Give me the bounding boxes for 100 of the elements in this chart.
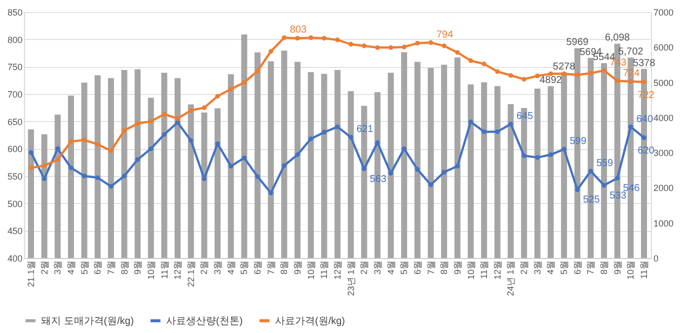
point — [455, 164, 460, 168]
point — [548, 71, 554, 76]
y2-tick-label: 0 — [654, 254, 659, 264]
point — [522, 153, 526, 158]
point — [268, 49, 274, 54]
x-tick-label: 12월 — [332, 260, 342, 280]
x-tick-label: 8월 — [599, 260, 610, 275]
point — [615, 176, 620, 181]
point — [308, 136, 314, 142]
data-label: 724 — [623, 68, 640, 79]
y-tick-label: 650 — [7, 116, 22, 127]
point — [122, 128, 127, 133]
point — [55, 157, 60, 162]
bar — [321, 74, 328, 258]
point — [402, 44, 406, 50]
point — [135, 121, 140, 126]
x-tick-label: 5월 — [79, 260, 90, 275]
bar — [134, 69, 141, 258]
point — [455, 50, 460, 55]
point — [242, 156, 247, 160]
x-tick-label: 2월 — [39, 260, 50, 275]
x-tick-label: 7월 — [106, 260, 116, 275]
legend-label: 사료생산량(천톤) — [166, 316, 243, 327]
x-tick-label: 22.1월 — [186, 260, 196, 288]
point — [188, 138, 194, 143]
point — [95, 175, 100, 180]
point — [508, 73, 514, 78]
legend-label: 사료가격(원/kg) — [275, 316, 345, 327]
x-tick-label: 5월 — [239, 260, 250, 275]
bar — [228, 74, 234, 258]
point — [468, 120, 474, 124]
point — [628, 124, 634, 130]
point — [562, 146, 566, 152]
point — [162, 112, 167, 117]
point — [228, 164, 234, 168]
point — [322, 36, 327, 41]
point — [295, 36, 300, 41]
x-tick-label: 12월 — [172, 260, 183, 280]
data-label: 5278 — [552, 62, 576, 73]
data-label: 559 — [596, 158, 614, 170]
x-tick-label: 4월 — [226, 260, 236, 275]
point — [335, 124, 340, 130]
bar — [254, 52, 261, 258]
point — [348, 134, 354, 140]
bar — [334, 70, 340, 258]
x-tick-label: 10월 — [466, 260, 476, 280]
point — [188, 108, 194, 113]
point — [442, 44, 446, 48]
bar — [348, 91, 354, 258]
x-tick-label: 2월 — [199, 260, 210, 275]
point — [28, 150, 34, 155]
x-tick-label: 9월 — [292, 260, 303, 275]
point — [628, 79, 634, 84]
point — [228, 86, 234, 92]
data-label: 5969 — [566, 37, 589, 48]
bar — [161, 72, 168, 258]
point — [308, 35, 314, 40]
y-tick-label: 850 — [7, 8, 22, 18]
point — [482, 129, 486, 134]
point — [282, 35, 287, 40]
bar — [28, 129, 34, 258]
x-tick-label: 9월 — [612, 260, 622, 275]
point — [175, 116, 180, 121]
x-tick-label: 5월 — [559, 260, 570, 275]
point — [295, 152, 300, 158]
point — [428, 182, 434, 188]
x-tick-label: 10월 — [146, 260, 156, 280]
x-tick-label: 6월 — [92, 260, 103, 275]
y2-tick-label: 2000 — [654, 183, 674, 194]
x-tick-label: 3월 — [212, 260, 223, 275]
x-tick-label: 10월 — [306, 260, 316, 280]
x-tick-label: 2월 — [359, 260, 370, 275]
y2-tick-label: 5000 — [654, 78, 674, 88]
bar — [174, 78, 181, 258]
data-label: 563 — [370, 174, 387, 185]
bar — [401, 52, 408, 258]
x-tick-label: 3월 — [532, 260, 542, 275]
bar — [41, 134, 48, 258]
point — [322, 130, 327, 135]
y2-tick-label: 6000 — [654, 42, 674, 53]
point — [68, 139, 74, 144]
x-tick-label: 11월 — [639, 260, 650, 279]
x-tick-label: 3월 — [52, 260, 63, 275]
x-tick-label: 21.1월 — [26, 260, 36, 288]
y2-tick-label: 1000 — [654, 218, 674, 228]
x-tick-label: 24년 1월 — [506, 260, 516, 296]
y-tick-label: 400 — [7, 254, 22, 264]
point — [268, 190, 274, 196]
point — [42, 163, 47, 168]
x-tick-label: 9월 — [132, 260, 143, 275]
point — [28, 165, 34, 170]
point — [575, 72, 580, 78]
point — [602, 68, 606, 73]
point — [95, 142, 100, 147]
data-label: 533 — [610, 190, 627, 202]
y-tick-label: 750 — [7, 62, 22, 72]
x-tick-label: 2월 — [519, 260, 530, 275]
point — [162, 132, 167, 137]
bar — [188, 104, 194, 258]
x-tick-label: 6월 — [252, 260, 263, 275]
